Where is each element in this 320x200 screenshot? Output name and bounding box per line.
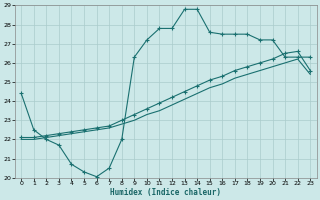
X-axis label: Humidex (Indice chaleur): Humidex (Indice chaleur) [110,188,221,197]
